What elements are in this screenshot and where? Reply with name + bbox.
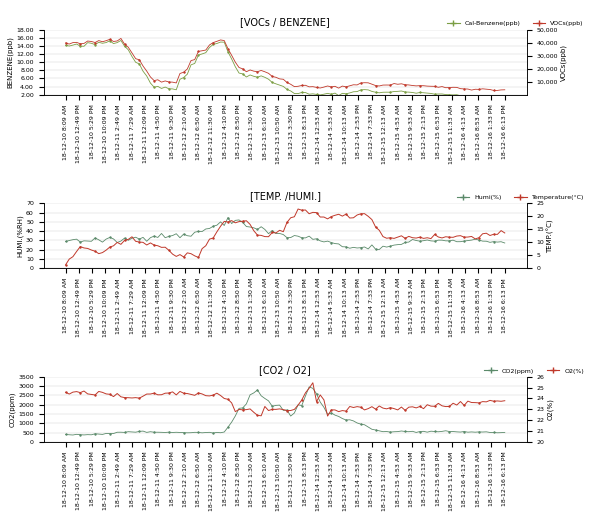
Title: [TEMP. /HUMI.]: [TEMP. /HUMI.] (250, 191, 320, 201)
Y-axis label: VOCs(ppb): VOCs(ppb) (560, 44, 567, 81)
Legend: CO2(ppm), O2(%): CO2(ppm), O2(%) (482, 366, 586, 376)
Legend: Humi(%), Temperature(°C): Humi(%), Temperature(°C) (454, 192, 586, 203)
Y-axis label: TEMP.(°C): TEMP.(°C) (547, 219, 555, 253)
Y-axis label: HUMI.(%RH): HUMI.(%RH) (17, 214, 23, 257)
Y-axis label: BENZENE(ppb): BENZENE(ppb) (7, 36, 14, 88)
Y-axis label: O2(%): O2(%) (548, 398, 554, 420)
Legend: Cal-Benzene(ppb), VOCs(ppb): Cal-Benzene(ppb), VOCs(ppb) (444, 19, 586, 29)
Title: [VOCs / BENZENE]: [VOCs / BENZENE] (240, 18, 330, 27)
Title: [CO2 / O2]: [CO2 / O2] (259, 365, 311, 375)
Y-axis label: CO2(ppm): CO2(ppm) (9, 392, 15, 427)
